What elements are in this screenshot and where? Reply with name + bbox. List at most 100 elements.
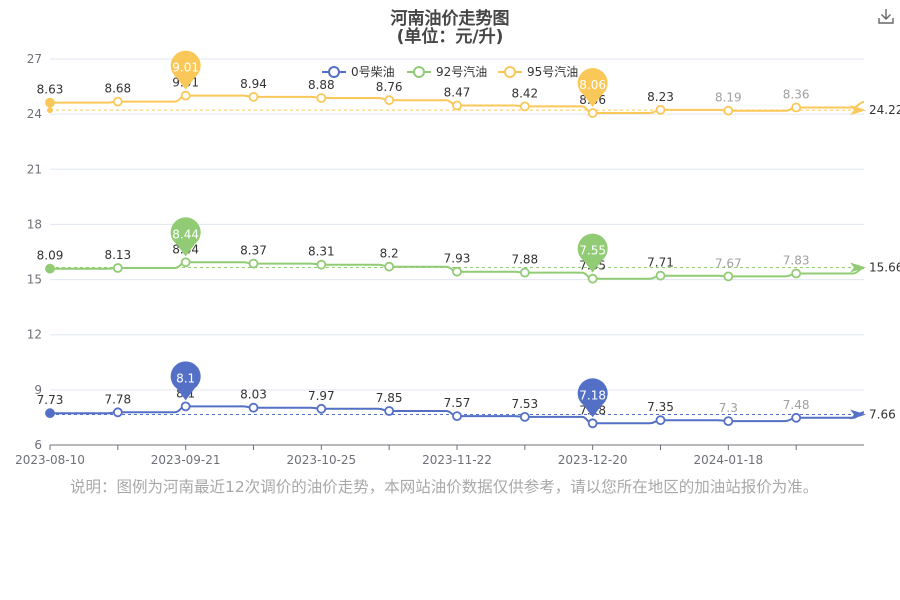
data-label: 8.88	[308, 78, 335, 92]
data-point[interactable]	[112, 263, 123, 273]
data-label: 8.63	[37, 83, 64, 97]
y-tick-label: 12	[27, 328, 42, 342]
legend-label: 0号柴油	[351, 65, 395, 79]
data-label: 8.42	[511, 86, 538, 100]
data-label: 8.23	[647, 90, 674, 104]
chart-subtitle: (单位：元/升)	[396, 27, 504, 47]
data-point[interactable]	[384, 95, 395, 106]
x-tick-label: 2023-10-25	[286, 453, 356, 467]
data-point[interactable]	[45, 408, 55, 419]
data-label: 7.97	[308, 389, 335, 403]
data-label: 8.2	[380, 247, 399, 261]
legend-marker	[413, 66, 425, 78]
y-tick-label: 21	[27, 162, 42, 176]
data-point[interactable]	[316, 93, 327, 103]
data-point[interactable]	[45, 263, 55, 274]
data-point[interactable]	[180, 401, 191, 412]
series-1: 15.66 8.09 8.13 8.44 8.37 8.31 8.2 7.93 7.88 7.55…	[37, 217, 900, 284]
data-point[interactable]	[723, 271, 734, 282]
average-label: 7.66	[869, 407, 896, 421]
legend-marker	[328, 66, 340, 78]
x-tick-label: 2023-12-20	[558, 453, 628, 467]
data-point[interactable]	[180, 90, 191, 101]
data-point[interactable]	[180, 257, 191, 268]
legend-item-1[interactable]: 92号汽油	[407, 64, 487, 79]
data-point[interactable]	[248, 92, 259, 102]
max-pin-label: 8.1	[176, 371, 195, 385]
data-label: 7.67	[715, 256, 742, 270]
data-label: 8.03	[240, 388, 267, 402]
average-arrow	[850, 262, 866, 273]
max-pin	[170, 217, 201, 257]
data-label: 8.94	[240, 77, 267, 91]
data-point[interactable]	[791, 412, 802, 423]
data-point[interactable]	[587, 108, 598, 118]
data-point[interactable]	[112, 96, 123, 107]
min-pin-label: 7.18	[579, 388, 606, 402]
data-label: 7.57	[444, 396, 471, 410]
data-label: 8.37	[240, 244, 267, 258]
data-label: 8.47	[444, 86, 471, 100]
legend-label: 95号汽油	[527, 64, 578, 79]
data-point[interactable]	[316, 403, 327, 414]
max-pin	[170, 361, 201, 401]
series-2: 24.22 8.63 8.68 9.01 8.94 8.88 8.76 8.47 8.42 8.0…	[37, 50, 900, 118]
data-label: 7.83	[783, 254, 810, 268]
data-point[interactable]	[452, 411, 462, 422]
legend-marker	[504, 66, 516, 78]
min-pin	[577, 233, 608, 273]
data-point[interactable]	[248, 258, 259, 269]
data-point[interactable]	[519, 267, 530, 278]
y-tick-label: 24	[27, 107, 42, 121]
data-label: 7.93	[444, 252, 471, 266]
data-point[interactable]	[519, 101, 530, 112]
data-point[interactable]	[723, 416, 734, 427]
data-label: 7.88	[511, 253, 538, 267]
max-pin-label: 8.44	[172, 227, 199, 241]
data-label: 7.3	[719, 401, 738, 415]
download-icon[interactable]	[876, 6, 896, 26]
data-label: 8.76	[376, 80, 403, 94]
data-label: 7.73	[37, 393, 64, 407]
data-label: 7.53	[511, 397, 538, 411]
data-point[interactable]	[519, 411, 530, 422]
chart-title: 河南油价走势图	[390, 9, 510, 29]
data-point[interactable]	[655, 415, 666, 426]
data-label: 7.71	[647, 256, 674, 270]
data-point[interactable]	[452, 100, 462, 111]
x-tick-label: 2024-01-18	[693, 453, 763, 467]
data-point[interactable]	[384, 406, 395, 416]
data-point[interactable]	[723, 105, 734, 116]
data-point[interactable]	[384, 261, 395, 272]
data-point[interactable]	[791, 268, 802, 279]
data-point[interactable]	[655, 105, 666, 115]
data-point[interactable]	[587, 273, 598, 284]
data-point[interactable]	[112, 407, 123, 418]
data-label: 8.09	[37, 249, 64, 263]
y-tick-label: 9	[34, 383, 42, 397]
data-label: 8.31	[308, 245, 335, 259]
data-label: 8.36	[783, 88, 810, 102]
legend-item-2[interactable]: 95号汽油	[498, 64, 578, 79]
y-tick-label: 15	[27, 273, 42, 287]
data-point[interactable]	[791, 102, 802, 113]
data-point[interactable]	[587, 418, 598, 429]
data-point[interactable]	[248, 402, 259, 413]
min-pin	[577, 378, 608, 418]
chart-note: 说明：图例为河南最近12次调价的油价走势，本网站油价数据仅供参考，请以您所在地区…	[70, 478, 819, 496]
y-tick-label: 27	[27, 52, 42, 66]
y-tick-label: 18	[27, 217, 42, 231]
legend: 0号柴油 92号汽油 95号汽油	[322, 64, 578, 79]
max-pin-label: 9.01	[172, 61, 199, 75]
data-label: 8.68	[104, 82, 131, 96]
average-label: 24.22	[869, 103, 900, 117]
data-point[interactable]	[452, 266, 462, 277]
data-point[interactable]	[45, 97, 55, 108]
min-pin	[577, 68, 608, 108]
legend-item-0[interactable]: 0号柴油	[322, 65, 395, 79]
series-0: 7.66 7.73 7.78 8.1 8.03 7.97 7.85 7.57 7.53 7.18 7…	[37, 361, 896, 429]
data-point[interactable]	[655, 270, 666, 281]
data-point[interactable]	[316, 259, 327, 270]
